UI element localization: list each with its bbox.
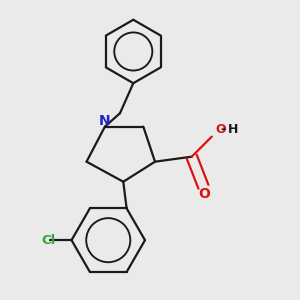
Text: O: O — [215, 124, 226, 136]
Text: O: O — [199, 187, 210, 201]
Text: Cl: Cl — [41, 234, 55, 247]
Text: N: N — [99, 114, 111, 128]
Text: -: - — [220, 124, 225, 136]
Text: H: H — [228, 124, 238, 136]
